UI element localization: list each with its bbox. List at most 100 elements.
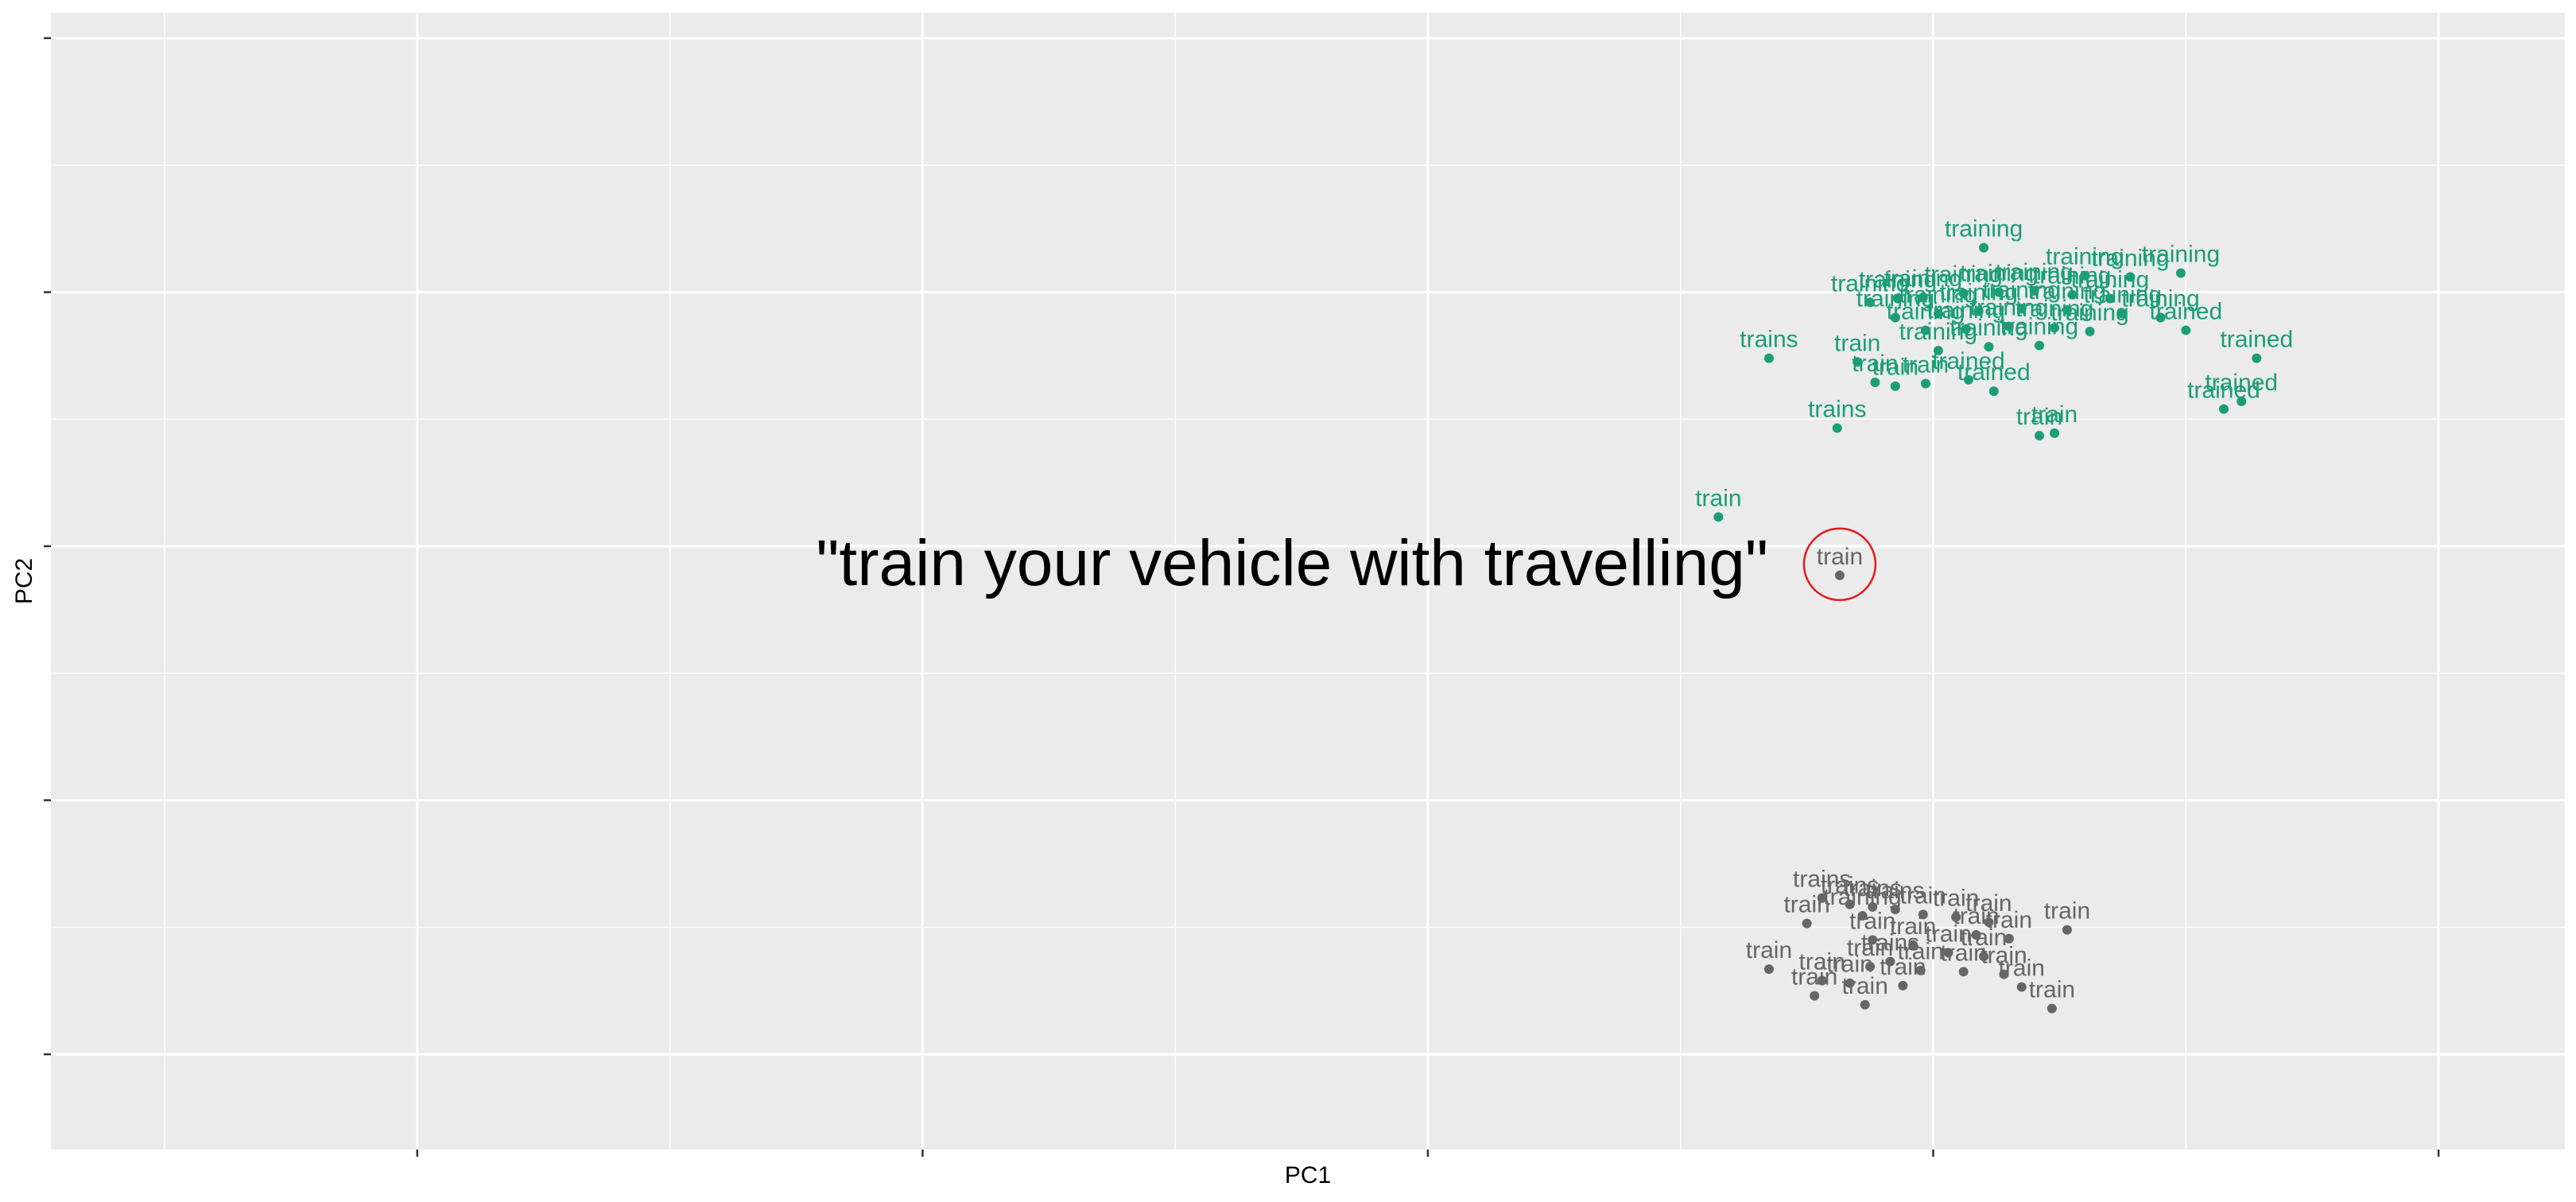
data-point bbox=[1973, 306, 1984, 316]
point-label: training bbox=[1924, 262, 2002, 288]
point-label: train bbox=[1799, 948, 1845, 975]
plot-panel bbox=[51, 13, 2565, 1150]
point-label: train bbox=[2044, 898, 2090, 925]
point-label: training bbox=[1856, 285, 1934, 312]
data-point bbox=[1979, 242, 1989, 253]
point-label: training bbox=[1899, 282, 1977, 308]
data-point bbox=[2016, 304, 2027, 314]
data-point bbox=[2016, 982, 2027, 992]
point-label: training bbox=[1945, 216, 2023, 242]
point-label: training bbox=[1995, 259, 2073, 285]
data-point bbox=[1984, 917, 1994, 927]
point-label: train bbox=[1849, 908, 1895, 934]
data-point bbox=[1915, 965, 1926, 975]
data-point bbox=[2175, 268, 2186, 278]
data-point bbox=[1865, 961, 1876, 971]
point-label: training bbox=[1983, 277, 2061, 303]
point-label: training bbox=[1823, 884, 1901, 910]
point-labels: traintraintrainstraintrainstrainstrainin… bbox=[1695, 216, 2293, 1003]
point-label: trains bbox=[1740, 327, 1798, 353]
data-point bbox=[2125, 272, 2136, 282]
data-point bbox=[1817, 893, 1827, 903]
data-point bbox=[2252, 353, 2262, 363]
point-label: train bbox=[1872, 355, 1918, 381]
data-point bbox=[1890, 312, 1900, 323]
point-label: training bbox=[2000, 314, 2078, 340]
data-point bbox=[2029, 285, 2039, 296]
point-label: trained bbox=[1932, 348, 2005, 374]
point-label: trains bbox=[1861, 930, 1919, 956]
data-point bbox=[1890, 905, 1900, 915]
point-label: training bbox=[2121, 285, 2199, 312]
data-point bbox=[1988, 386, 1999, 397]
point-label: train bbox=[1880, 954, 1926, 980]
data-point bbox=[1852, 357, 1863, 367]
data-point bbox=[1890, 381, 1900, 391]
data-point bbox=[1857, 911, 1868, 921]
x-axis-title: PC1 bbox=[1285, 1162, 1331, 1188]
point-label: training bbox=[1970, 295, 2048, 321]
point-label: training bbox=[2084, 282, 2162, 308]
major-gridlines bbox=[51, 13, 2565, 1150]
data-point bbox=[1870, 377, 1880, 387]
point-label: trains bbox=[1866, 878, 1924, 904]
axis-ticks bbox=[44, 37, 2440, 1157]
data-point bbox=[1933, 308, 1943, 319]
point-label: trained bbox=[2205, 370, 2278, 396]
data-point bbox=[1713, 512, 1724, 522]
point-label: training bbox=[1899, 319, 1977, 345]
data-point bbox=[1893, 293, 1903, 304]
point-label: train bbox=[1847, 935, 1893, 961]
point-label: training bbox=[2050, 300, 2128, 326]
data-point bbox=[1810, 991, 1820, 1001]
data-point bbox=[2085, 327, 2095, 337]
data-point bbox=[1920, 378, 1930, 389]
point-label: train bbox=[1852, 351, 1898, 377]
point-label: train bbox=[1834, 330, 1880, 356]
data-point bbox=[1763, 353, 1774, 363]
data-point bbox=[1994, 287, 2004, 297]
data-point bbox=[2181, 325, 2191, 335]
point-label: train bbox=[1980, 943, 2027, 969]
point-label: train bbox=[1900, 882, 1946, 909]
point-label: train bbox=[2031, 401, 2077, 428]
point-label: train bbox=[1897, 939, 1943, 965]
point-label: trains bbox=[1808, 396, 1866, 422]
point-label: train bbox=[1903, 352, 1949, 378]
data-point bbox=[2080, 270, 2090, 281]
data-point bbox=[1817, 975, 1827, 986]
data-point bbox=[1979, 952, 1989, 962]
data-point bbox=[1999, 969, 2009, 979]
point-label: train bbox=[1965, 890, 2012, 917]
data-point bbox=[1958, 289, 1969, 299]
data-point bbox=[2237, 396, 2247, 406]
point-label: train bbox=[1933, 886, 1979, 912]
data-point bbox=[2067, 289, 2077, 300]
data-point bbox=[1868, 902, 1878, 912]
data-point bbox=[2034, 431, 2044, 441]
point-label: trains bbox=[1844, 875, 1902, 902]
data-point bbox=[1964, 374, 1974, 385]
data-point bbox=[1971, 929, 1981, 940]
point-label: trains bbox=[1821, 873, 1879, 899]
point-label: training bbox=[2071, 266, 2149, 293]
point-label: trained bbox=[2149, 298, 2222, 324]
data-point bbox=[1885, 956, 1895, 967]
minor-gridlines bbox=[51, 13, 2565, 1150]
point-label: train bbox=[1695, 485, 1741, 511]
point-label: train bbox=[2029, 977, 2075, 1003]
point-label: training bbox=[1887, 298, 1965, 324]
point-label: trained bbox=[2187, 378, 2260, 404]
point-label: trained bbox=[1957, 359, 2031, 386]
point-label: train bbox=[1826, 952, 1872, 978]
data-point bbox=[1920, 325, 1930, 335]
data-point bbox=[1961, 324, 1971, 334]
point-label: training bbox=[1949, 315, 2027, 341]
data-point bbox=[1860, 999, 1870, 1010]
point-label: train bbox=[1783, 892, 1829, 918]
point-label: training bbox=[2091, 245, 2169, 271]
data-point bbox=[1984, 342, 1994, 352]
data-point bbox=[2034, 340, 2044, 351]
data-point bbox=[1898, 980, 1908, 991]
